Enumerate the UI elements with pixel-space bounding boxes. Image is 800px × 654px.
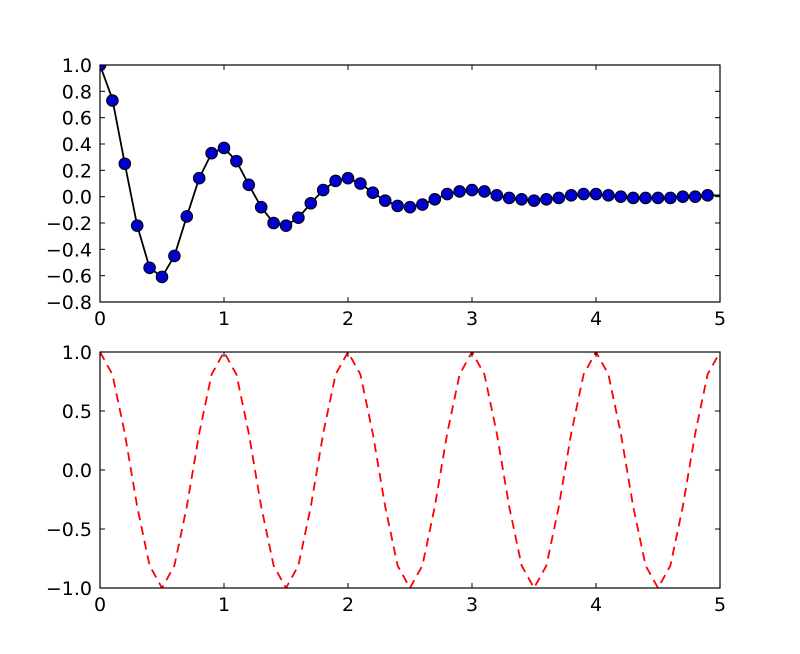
data-point	[242, 178, 256, 192]
data-point	[192, 171, 206, 185]
data-point	[155, 270, 169, 284]
x-tick-label: 0	[94, 308, 106, 330]
x-tick-label: 2	[342, 594, 354, 616]
data-point	[453, 185, 466, 198]
data-point	[416, 198, 429, 211]
data-point	[292, 211, 305, 225]
data-point	[130, 219, 144, 232]
data-point	[564, 189, 578, 202]
x-tick-label: 4	[590, 308, 602, 330]
data-point	[614, 190, 628, 203]
data-point	[366, 186, 380, 200]
x-tick-label: 2	[342, 308, 354, 330]
data-point	[664, 191, 677, 205]
y-tick-label: 0.5	[62, 401, 92, 423]
data-point	[267, 216, 280, 230]
data-point	[701, 189, 714, 202]
data-point	[143, 261, 156, 275]
x-tick-label: 5	[714, 308, 726, 330]
data-point	[478, 185, 491, 198]
series-line	[100, 65, 720, 278]
x-tick-label: 1	[218, 308, 230, 330]
data-point	[589, 187, 603, 201]
data-point	[440, 187, 454, 201]
data-point	[403, 200, 417, 214]
data-point	[626, 191, 640, 205]
x-tick-label: 3	[466, 308, 478, 330]
data-point	[577, 187, 590, 201]
data-point	[465, 183, 479, 197]
data-point	[391, 199, 404, 213]
y-tick-label: −0.5	[46, 519, 92, 541]
data-point	[602, 189, 615, 202]
data-point	[502, 191, 516, 205]
axes-frame	[99, 64, 721, 303]
data-point	[515, 193, 528, 206]
data-point	[341, 171, 355, 185]
top-subplot: 0 1 2 3 4 5 −0.8 −0.6 −0.4 −0.2 0.0 0.2 0.4 0.6 0.8 1.0	[46, 55, 726, 330]
y-tick-label: 0.8	[62, 81, 92, 103]
plot-area	[100, 352, 720, 588]
x-tick-label: 3	[466, 594, 478, 616]
x-tick-label: 0	[94, 594, 106, 616]
y-tick-label: −1.0	[46, 578, 92, 600]
y-tick-label: 0.6	[62, 108, 92, 130]
data-point	[490, 189, 504, 202]
plot-area	[100, 65, 720, 284]
y-tick-label: 0.2	[62, 160, 92, 182]
data-point	[254, 200, 268, 214]
y-tick-label: 0.0	[62, 187, 92, 209]
y-tick-label: 1.0	[62, 55, 92, 77]
data-point	[688, 190, 702, 203]
dashed-series-line	[100, 352, 720, 588]
data-point	[540, 193, 553, 206]
x-tick-label: 4	[590, 594, 602, 616]
y-tick-label: −0.4	[46, 239, 92, 261]
data-point	[676, 190, 690, 203]
data-point	[230, 154, 243, 168]
data-point	[329, 174, 342, 188]
data-point	[639, 191, 652, 205]
data-point	[217, 141, 231, 155]
y-tick-label: 1.0	[62, 342, 92, 364]
y-tick-label: −0.6	[46, 266, 92, 288]
data-point	[205, 146, 218, 160]
data-point	[180, 210, 194, 223]
y-tick-label: −0.2	[46, 213, 92, 235]
y-tick-label: −0.8	[46, 292, 92, 314]
data-point	[168, 249, 181, 263]
data-point	[651, 191, 665, 205]
bottom-subplot: 0 1 2 3 4 5 −1.0 −0.5 0.0 0.5 1.0	[46, 342, 726, 616]
y-tick-label: 0.0	[62, 460, 92, 482]
data-point	[316, 183, 330, 197]
data-point	[106, 94, 119, 107]
data-point	[279, 219, 293, 232]
data-point	[378, 194, 392, 207]
data-point	[354, 177, 367, 190]
y-tick-label: 0.4	[62, 134, 92, 156]
data-point	[428, 193, 442, 206]
data-point	[118, 157, 132, 171]
x-tick-label: 5	[714, 594, 726, 616]
data-point	[527, 194, 541, 207]
data-point	[304, 196, 318, 210]
x-tick-label: 1	[218, 594, 230, 616]
data-point	[552, 191, 566, 205]
